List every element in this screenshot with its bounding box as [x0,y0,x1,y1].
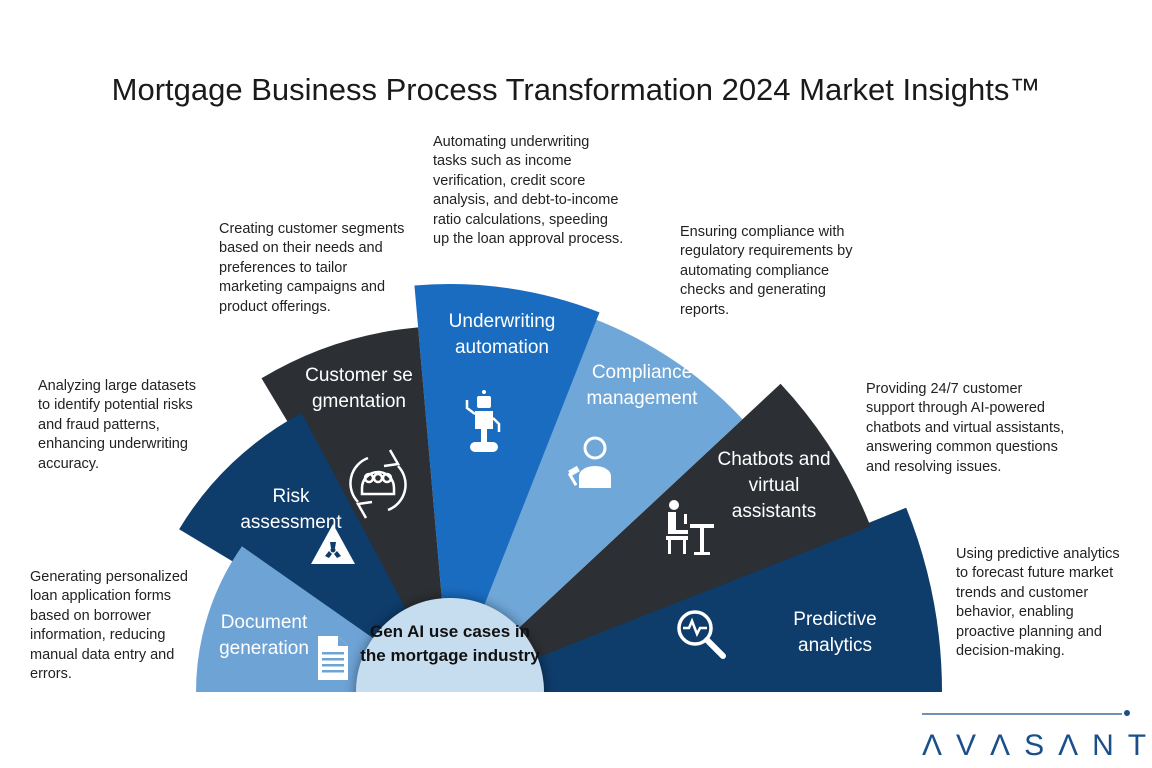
segment-label-compliance-management: Compliance management [586,362,698,409]
wedge-chatbots [450,383,871,692]
wedge-predictive-analytics [450,507,942,692]
description-predictive-analytics: Using predictive analytics to forecast f… [956,546,1120,660]
radiation-warning-icon [311,524,355,564]
wedge-risk-assessment [179,412,450,692]
group-cycle-icon [349,449,407,519]
description-compliance-management: Ensuring compliance with regulatory requ… [680,224,853,318]
description-chatbots: Providing 24/7 customer support through … [866,381,1065,475]
segment-label-underwriting-automation: Underwriting automation [448,311,556,358]
magnifier-pulse-icon [677,610,726,659]
wedge-compliance-management [450,317,743,692]
center-label: Gen AI use cases in the mortgage industr… [360,622,540,665]
avasant-logo: ΛVΛSΛNT [922,705,1146,763]
person-at-desk-icon [666,500,714,555]
description-risk-assessment: Analyzing large datasets to identify pot… [38,378,196,472]
center-dome [356,598,544,692]
description-document-generation: Generating personalized loan application… [30,569,188,683]
segment-label-document-generation: Document generation [219,612,309,659]
description-customer-segmentation: Creating customer segments based on thei… [219,221,405,315]
wedge-customer-segmentation [261,327,450,692]
wedge-underwriting-automation [414,284,600,692]
segment-label-predictive-analytics: Predictive analytics [793,609,877,656]
segment-label-chatbots: Chatbots and virtual assistants [717,449,831,522]
page-title: Mortgage Business Process Transformation… [111,72,1041,107]
segment-label-customer-segmentation: Customer segmentation [305,365,413,412]
robot-icon [465,390,501,452]
description-underwriting-automation: Automating underwriting tasks such as in… [433,134,624,248]
document-icon [318,636,348,680]
segment-label-risk-assessment: Risk assessment [240,486,342,533]
judge-icon [567,436,611,488]
